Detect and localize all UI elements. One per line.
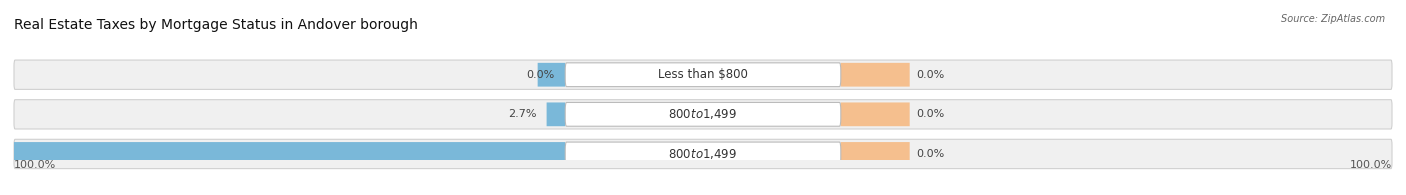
- Text: 0.0%: 0.0%: [527, 70, 555, 80]
- Text: 100.0%: 100.0%: [14, 160, 56, 170]
- Text: Real Estate Taxes by Mortgage Status in Andover borough: Real Estate Taxes by Mortgage Status in …: [14, 18, 418, 32]
- FancyBboxPatch shape: [565, 102, 841, 126]
- FancyBboxPatch shape: [14, 100, 1392, 129]
- Text: 0.0%: 0.0%: [917, 149, 945, 159]
- Text: 0.0%: 0.0%: [917, 109, 945, 119]
- Text: $800 to $1,499: $800 to $1,499: [668, 147, 738, 161]
- FancyBboxPatch shape: [547, 102, 565, 126]
- Text: 100.0%: 100.0%: [1350, 160, 1392, 170]
- Legend: Without Mortgage, With Mortgage: Without Mortgage, With Mortgage: [581, 191, 825, 195]
- FancyBboxPatch shape: [14, 139, 1392, 169]
- Text: 0.0%: 0.0%: [917, 70, 945, 80]
- FancyBboxPatch shape: [841, 142, 910, 166]
- FancyBboxPatch shape: [841, 102, 910, 126]
- Text: Less than $800: Less than $800: [658, 68, 748, 81]
- FancyBboxPatch shape: [537, 63, 565, 87]
- FancyBboxPatch shape: [565, 63, 841, 87]
- Text: $800 to $1,499: $800 to $1,499: [668, 107, 738, 121]
- FancyBboxPatch shape: [565, 142, 841, 166]
- FancyBboxPatch shape: [0, 142, 565, 166]
- FancyBboxPatch shape: [841, 63, 910, 87]
- Text: Source: ZipAtlas.com: Source: ZipAtlas.com: [1281, 14, 1385, 24]
- FancyBboxPatch shape: [14, 60, 1392, 89]
- Text: 2.7%: 2.7%: [508, 109, 536, 119]
